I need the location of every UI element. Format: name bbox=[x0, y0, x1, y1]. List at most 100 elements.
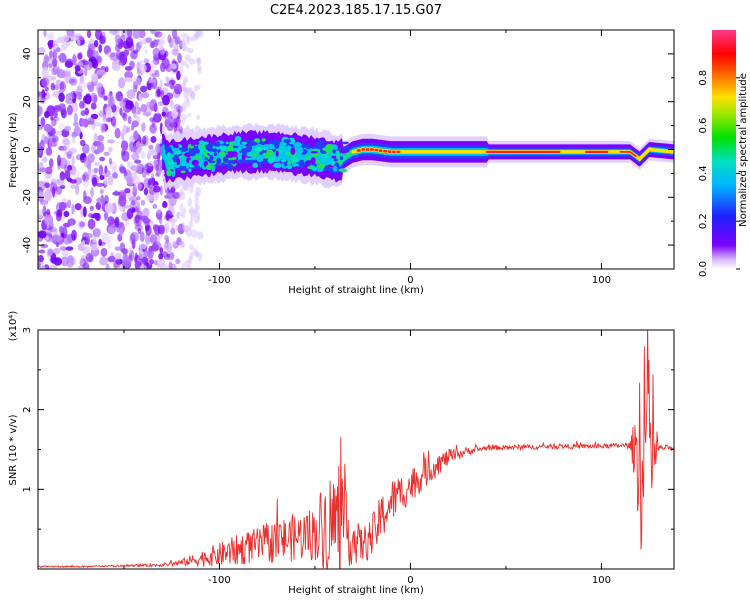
spectral-blob bbox=[250, 141, 258, 146]
spectral-blob bbox=[222, 145, 228, 150]
noise-blob bbox=[114, 91, 122, 101]
noise-blob bbox=[126, 208, 134, 220]
noise-blob bbox=[143, 177, 151, 189]
spectral-blob bbox=[193, 155, 201, 160]
colorbar-tick-label: 0.6 bbox=[698, 118, 709, 134]
noise-blob bbox=[63, 210, 70, 218]
noise-blob bbox=[80, 205, 84, 218]
noise-blob bbox=[145, 233, 150, 245]
noise-blob bbox=[179, 188, 184, 196]
noise-blob bbox=[164, 255, 172, 261]
noise-blob bbox=[189, 251, 194, 260]
noise-blob bbox=[119, 96, 124, 108]
noise-blob bbox=[55, 79, 62, 86]
noise-blob bbox=[108, 157, 113, 165]
noise-blob bbox=[136, 163, 145, 175]
noise-blob bbox=[149, 220, 154, 226]
noise-blob bbox=[38, 249, 46, 254]
y-tick-label: 3 bbox=[22, 327, 33, 333]
noise-blob bbox=[149, 258, 155, 265]
noise-blob bbox=[187, 87, 193, 97]
snr-axes: -100 0 100 1 2 3 bbox=[22, 327, 674, 586]
noise-blob bbox=[139, 63, 147, 73]
noise-blob bbox=[57, 103, 66, 111]
noise-blob bbox=[88, 213, 93, 218]
noise-blob bbox=[167, 34, 172, 44]
noise-blob bbox=[87, 153, 95, 163]
spectral-blob bbox=[171, 170, 176, 178]
colorbar-tick-label: 0.8 bbox=[698, 70, 709, 86]
noise-blob bbox=[170, 63, 177, 70]
noise-blob bbox=[137, 227, 142, 235]
noise-blob bbox=[196, 114, 201, 120]
noise-blob bbox=[82, 262, 90, 269]
spectral-blob bbox=[335, 150, 340, 157]
noise-blob bbox=[140, 91, 150, 99]
snr-frame bbox=[37, 329, 675, 570]
noise-blob bbox=[79, 221, 86, 228]
noise-blob bbox=[60, 43, 64, 53]
noise-blob bbox=[77, 61, 84, 67]
noise-blob bbox=[142, 111, 151, 117]
noise-blob bbox=[40, 243, 49, 249]
spectral-blob bbox=[280, 147, 286, 151]
noise-blob bbox=[130, 165, 138, 172]
noise-blob bbox=[156, 165, 162, 175]
spectral-blob bbox=[261, 138, 266, 142]
noise-blob bbox=[128, 250, 135, 262]
noise-blob bbox=[99, 35, 106, 45]
noise-blob bbox=[84, 173, 90, 181]
spectral-blob bbox=[212, 148, 218, 153]
noise-blob bbox=[86, 48, 94, 59]
spectral-blob bbox=[234, 135, 242, 142]
spectral-blob bbox=[188, 145, 195, 149]
spectral-blob bbox=[226, 157, 234, 161]
noise-blob bbox=[131, 152, 140, 161]
noise-blob bbox=[49, 264, 58, 269]
noise-blob bbox=[55, 130, 62, 136]
noise-blob bbox=[93, 161, 101, 166]
noise-blob bbox=[44, 227, 53, 234]
spectral-blob bbox=[290, 147, 296, 155]
noise-blob bbox=[181, 37, 187, 47]
noise-blob bbox=[60, 256, 69, 267]
noise-blob bbox=[121, 150, 130, 162]
noise-blob bbox=[82, 206, 87, 218]
noise-blob bbox=[73, 112, 78, 125]
noise-blob bbox=[42, 205, 47, 217]
noise-blob bbox=[48, 226, 57, 233]
noise-blob bbox=[114, 253, 122, 260]
noise-blob bbox=[41, 264, 46, 269]
noise-blob bbox=[67, 255, 74, 264]
noise-blob bbox=[192, 209, 198, 218]
colorbar-tick-label: 0.4 bbox=[698, 165, 709, 181]
spectral-blob bbox=[310, 140, 314, 148]
noise-blob bbox=[182, 102, 187, 112]
spectral-blob bbox=[205, 144, 213, 151]
noise-blob bbox=[62, 34, 70, 43]
noise-blob bbox=[179, 65, 184, 76]
noise-blob bbox=[46, 209, 51, 216]
noise-blob bbox=[51, 76, 57, 81]
snr-ylabel: SNR (10 * v/v) bbox=[8, 414, 19, 485]
noise-blob bbox=[150, 30, 157, 35]
noise-blob bbox=[180, 60, 188, 67]
noise-blob bbox=[71, 155, 75, 167]
noise-blob bbox=[131, 105, 137, 115]
noise-blob bbox=[122, 112, 128, 122]
noise-blob bbox=[80, 118, 86, 127]
noise-blob bbox=[84, 233, 93, 239]
noise-blob bbox=[79, 139, 86, 147]
noise-blob bbox=[38, 209, 44, 218]
noise-blob bbox=[194, 198, 199, 208]
noise-blob bbox=[82, 174, 86, 182]
noise-blob bbox=[96, 55, 103, 66]
noise-blob bbox=[191, 229, 198, 239]
spectral-blob bbox=[291, 163, 298, 167]
noise-blob bbox=[159, 216, 163, 225]
noise-blob bbox=[64, 60, 73, 68]
noise-blob bbox=[58, 54, 63, 60]
noise-blob bbox=[130, 200, 136, 206]
spectrogram-xlabel: Height of straight line (km) bbox=[288, 285, 424, 296]
